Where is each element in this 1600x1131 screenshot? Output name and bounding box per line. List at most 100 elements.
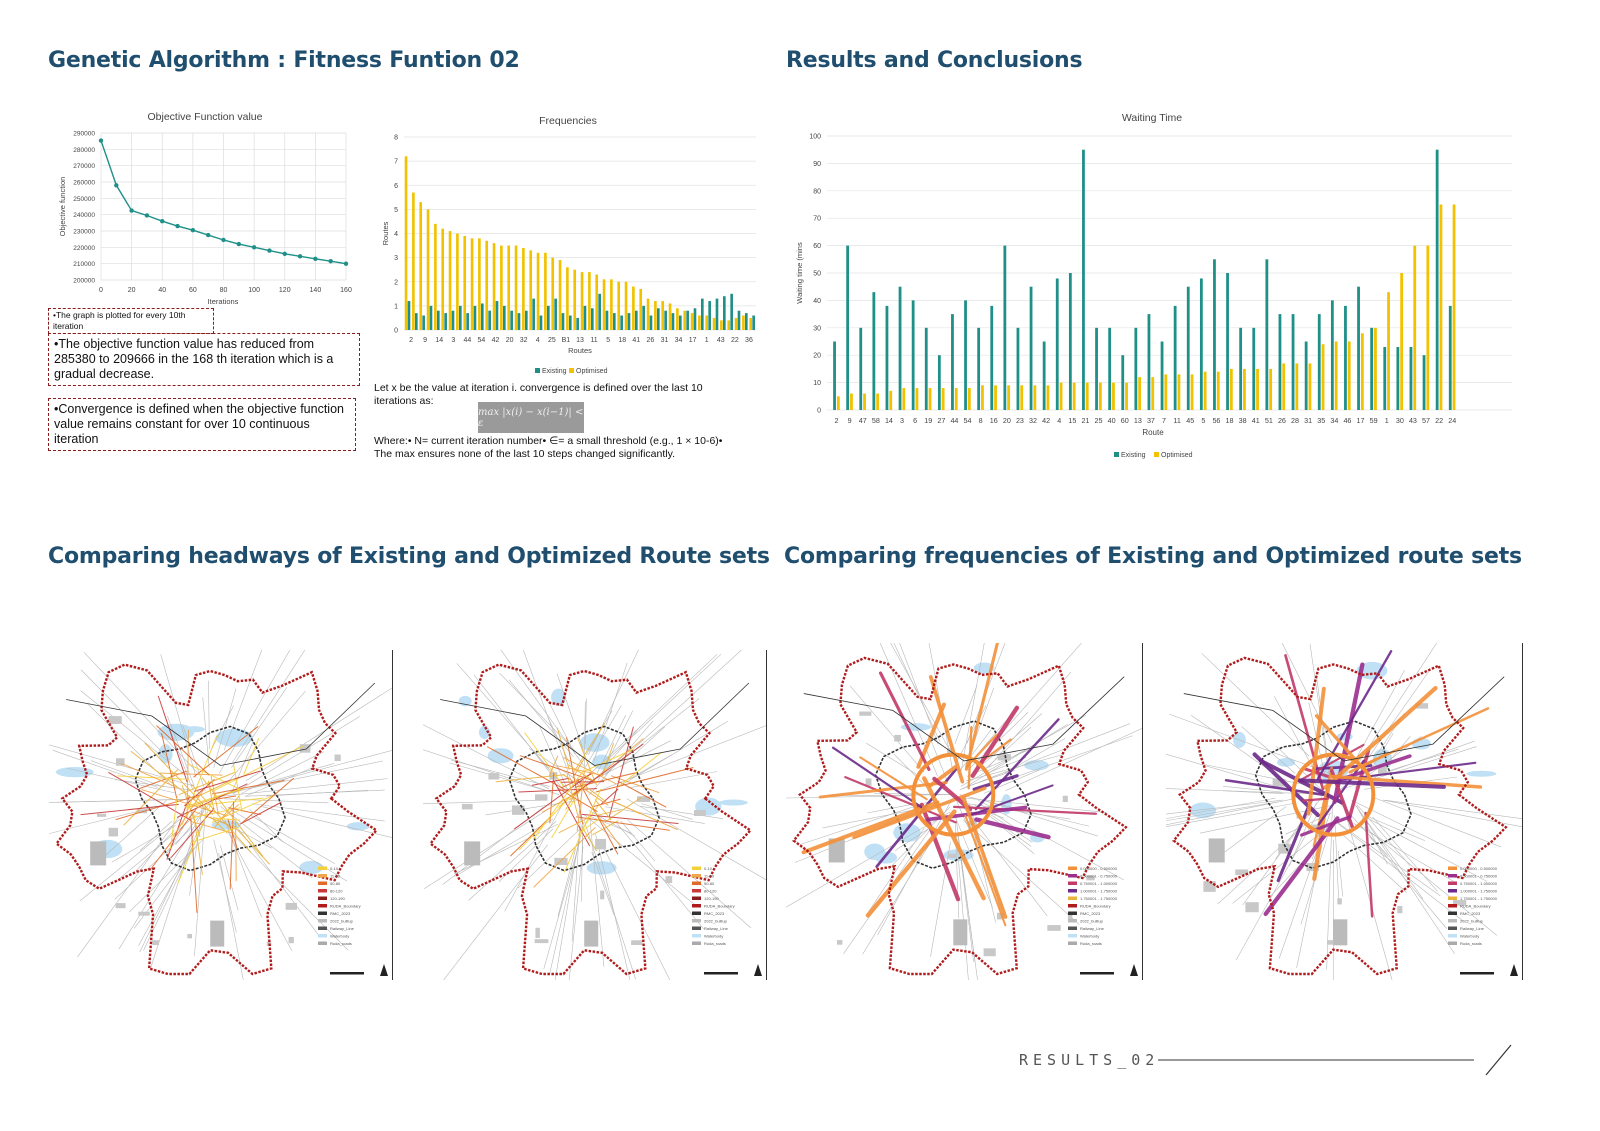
bar-optimised [676,308,679,330]
bar-optimised [544,252,547,330]
bar-optimised [1125,382,1128,410]
legend-swatch [692,934,701,938]
bar-optimised [478,238,481,330]
transit-route [961,796,1008,919]
bar-optimised [1112,382,1115,410]
x-tick-label: 3 [451,337,455,344]
bar-optimised [1059,382,1063,410]
bar-existing [561,313,565,330]
builtup [694,810,706,816]
legend-swatch [692,866,701,870]
convergence-text: Let x be the value at iteration i. conve… [374,382,703,407]
road [194,805,207,957]
data-point [221,237,226,243]
road [967,712,1029,771]
y-axis-label: Routes [381,221,390,245]
bar-existing [1055,278,1059,410]
bar-optimised [698,315,701,330]
road [602,653,722,765]
transit-route [557,787,598,812]
transit-route [583,749,634,772]
road [641,803,693,820]
x-tick-label: 21 [1081,416,1089,425]
road [508,679,574,757]
bar-optimised [617,281,621,330]
bar-optimised [727,320,731,330]
bar-optimised [441,228,445,330]
road [955,832,969,980]
transit-route [974,817,1051,840]
road [605,650,742,775]
transit-route [566,773,579,817]
road [213,839,237,933]
road [556,673,585,752]
bar-optimised [1085,382,1089,410]
bar-existing [859,327,863,410]
waterbody [158,744,173,764]
bar-optimised [1007,385,1011,410]
y-tick-label: 4 [394,231,398,238]
x-tick-label: 15 [1068,416,1076,425]
bar-optimised [720,320,723,330]
road [547,717,571,765]
legend-item: 0-10 [330,866,339,871]
builtup [828,838,845,863]
road [960,643,985,771]
transit-route [1330,774,1483,789]
road [233,760,383,793]
bar-existing [671,313,675,330]
builtup [1062,795,1068,803]
transit-route [510,816,551,857]
road [504,802,564,912]
legend-swatch [1448,911,1457,915]
legend-swatch [318,866,327,870]
road [423,799,546,805]
bar-optimised [1177,374,1181,410]
bar-existing [990,305,994,410]
bar-existing [627,313,631,330]
bar-optimised [863,393,866,410]
x-tick-label: 59 [1370,416,1378,425]
transit-route [169,796,178,849]
y-tick-label: 250000 [73,196,95,203]
x-tick-label: 60 [189,287,197,294]
x-tick-label: 160 [340,287,352,294]
road [589,814,605,967]
road [1382,799,1522,828]
data-point [313,256,318,261]
x-tick-label: 3 [900,416,904,425]
legend-swatch [318,934,327,938]
bar-existing [1396,346,1400,410]
bar-existing [605,310,609,330]
bar-optimised [470,238,474,330]
x-tick-label: 19 [924,416,932,425]
waterbody [55,766,94,778]
transit-route [1364,811,1374,918]
bar-optimised [1334,341,1338,410]
data-point [160,219,165,224]
road [1364,814,1426,841]
x-tick-label: 13 [1134,416,1142,425]
bar-optimised [632,286,635,330]
x-tick-label: 2 [835,416,839,425]
transit-route [556,765,604,776]
bar-existing [1121,355,1125,410]
legend-item: 2022_builtup [330,919,354,924]
x-tick-label: 41 [632,337,640,344]
x-tick-label: 7 [1162,416,1166,425]
transit-route [533,827,596,888]
legend-swatch [318,889,327,893]
y-tick-label: 0 [817,408,821,415]
bar-optimised [1256,368,1259,410]
x-tick-label: 24 [1448,416,1456,425]
bar-optimised [915,388,919,410]
builtup [947,748,952,755]
builtup [1333,919,1348,946]
bar-existing [846,245,850,410]
bar-existing [1213,259,1216,410]
y-tick-label: 200000 [73,278,95,285]
x-tick-label: 30 [1396,416,1404,425]
y-tick-label: 6 [394,183,398,190]
bar-optimised [836,396,840,410]
x-tick-label: 23 [1016,416,1024,425]
